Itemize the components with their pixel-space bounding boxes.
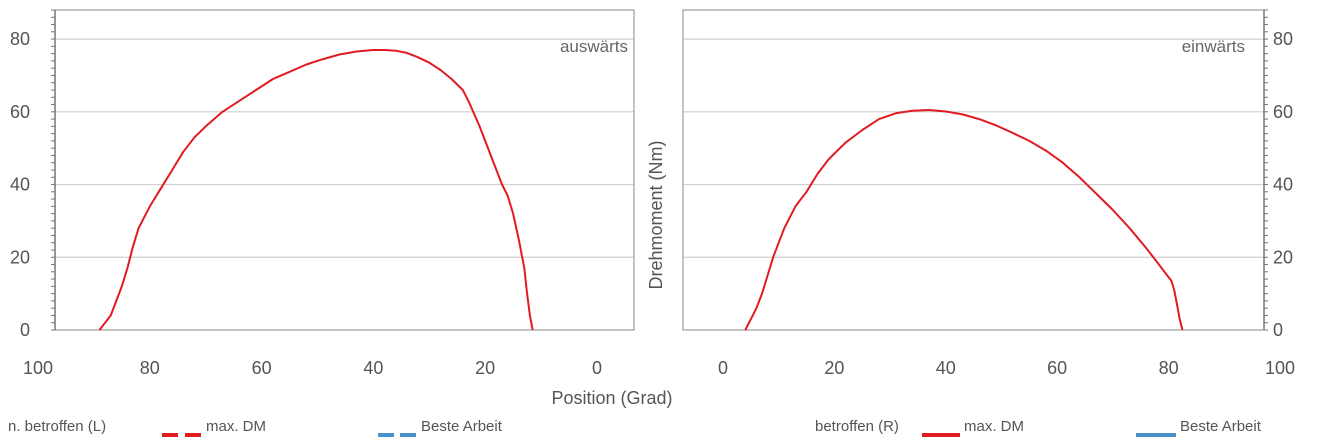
left-y-tick-label: 0: [20, 320, 30, 340]
legend-right-max-dm-label: max. DM: [964, 418, 1024, 435]
left-gridlines: [55, 38, 634, 258]
legend-left-side-label: n. betroffen (L): [8, 418, 107, 435]
x-axis-label: Position (Grad): [551, 388, 672, 408]
right-y-tick-label: 20: [1273, 247, 1293, 267]
left-y-tick-labels: 0 20 40 60 80: [10, 29, 30, 340]
right-y-axis-ruler: [1263, 9, 1268, 331]
right-series-max-dm: [744, 109, 1184, 331]
right-plot-frame: [682, 9, 1265, 331]
legend-right-beste-arbeit-swatch: [1136, 433, 1176, 437]
left-chart: 0 20 40 60 80 100 80 60 40 20 0 auswärts: [10, 9, 635, 378]
right-gridlines: [683, 38, 1264, 258]
right-y-tick-label: 40: [1273, 175, 1293, 195]
legend-left-max-dm-swatch-b: [185, 433, 201, 437]
legend-right-beste-arbeit-label: Beste Arbeit: [1180, 418, 1261, 435]
legend-right-max-dm-swatch: [922, 433, 960, 437]
right-y-tick-label: 60: [1273, 102, 1293, 122]
right-y-tick-labels: 0 20 40 60 80: [1273, 29, 1293, 340]
legend-left-beste-arbeit-swatch-a: [378, 433, 394, 437]
legend-left-max-dm-swatch-a: [162, 433, 178, 437]
left-x-tick-label: 20: [475, 358, 495, 378]
left-plot-frame: [54, 9, 635, 331]
left-y-tick-label: 60: [10, 102, 30, 122]
left-y-tick-label: 80: [10, 29, 30, 49]
left-series-max-dm: [98, 49, 534, 331]
left-x-tick-label: 0: [592, 358, 602, 378]
left-x-tick-label: 40: [363, 358, 383, 378]
y-axis-label: Drehmoment (Nm): [646, 140, 666, 289]
left-x-tick-label: 80: [140, 358, 160, 378]
right-annotation: einwärts: [1182, 37, 1245, 56]
right-x-tick-label: 40: [936, 358, 956, 378]
left-y-tick-label: 40: [10, 175, 30, 195]
right-x-tick-label: 60: [1047, 358, 1067, 378]
legend-left-beste-arbeit-label: Beste Arbeit: [421, 418, 502, 435]
left-x-tick-labels: 100 80 60 40 20 0: [23, 358, 602, 378]
left-annotation: auswärts: [560, 37, 628, 56]
right-x-tick-label: 0: [718, 358, 728, 378]
right-y-tick-label: 80: [1273, 29, 1293, 49]
right-x-tick-label: 20: [824, 358, 844, 378]
left-x-tick-label: 100: [23, 358, 53, 378]
right-y-tick-label: 0: [1273, 320, 1283, 340]
right-x-tick-label: 80: [1159, 358, 1179, 378]
left-y-axis-ruler: [51, 9, 56, 331]
legend-right-side-label: betroffen (R): [815, 418, 899, 435]
legend-left-beste-arbeit-swatch-b: [400, 433, 416, 437]
left-x-tick-label: 60: [252, 358, 272, 378]
right-chart: 0 20 40 60 80 0 20 40 60 80 100 einwärts Drehmome…: [646, 9, 1295, 378]
right-x-tick-labels: 0 20 40 60 80 100: [718, 358, 1295, 378]
left-y-tick-label: 20: [10, 247, 30, 267]
right-x-tick-label: 100: [1265, 358, 1295, 378]
legend-left-max-dm-label: max. DM: [206, 418, 266, 435]
